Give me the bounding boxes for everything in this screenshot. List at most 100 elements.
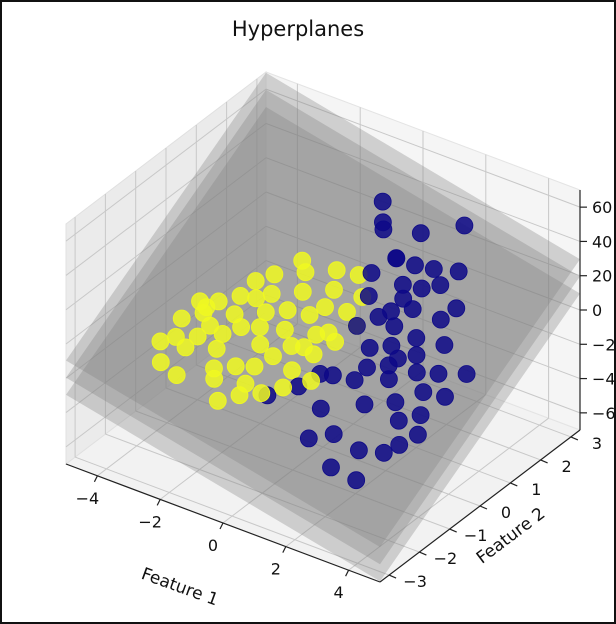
data-point-class-0 (411, 406, 430, 425)
data-point-class-0 (436, 387, 454, 406)
data-point-class-0 (387, 249, 406, 268)
data-point-class-1 (304, 345, 323, 364)
data-point-class-1 (278, 301, 297, 320)
data-point-class-0 (349, 441, 368, 460)
data-point-class-0 (403, 300, 422, 319)
y-tick-label: −3 (403, 572, 427, 591)
data-point-class-0 (455, 216, 474, 235)
data-point-class-0 (407, 329, 426, 347)
y-tick-mark (449, 528, 457, 533)
data-point-class-1 (293, 282, 312, 301)
grid-line-y (135, 410, 450, 530)
data-point-class-1 (302, 371, 321, 390)
data-point-class-1 (265, 265, 284, 284)
data-point-class-1 (262, 284, 281, 303)
data-point-class-0 (345, 371, 364, 390)
data-point-class-1 (167, 366, 186, 385)
data-point-class-0 (457, 365, 476, 383)
y-tick-label: 0 (501, 503, 511, 522)
axes (65, 190, 587, 583)
x-tick-label: −2 (138, 512, 162, 531)
grid-line-y (74, 456, 390, 576)
z-tick-label: 0 (592, 301, 602, 320)
grid-line-z (65, 88, 267, 242)
y-tick-mark (510, 482, 518, 487)
data-point-class-0 (412, 279, 431, 298)
data-point-class-0 (406, 256, 424, 275)
y-tick-mark (388, 574, 397, 579)
data-point-class-0 (374, 443, 393, 462)
z-tick-label: −60 (592, 404, 614, 423)
grid-line-z (65, 123, 267, 276)
data-point-class-1 (250, 318, 269, 337)
data-point-class-0 (431, 276, 450, 295)
data-point-class-0 (358, 358, 376, 377)
data-point-class-0 (424, 260, 443, 278)
data-point-class-0 (390, 435, 409, 454)
y-tick-mark (570, 436, 579, 441)
y-tick-mark (419, 551, 427, 556)
data-point-class-1 (256, 303, 275, 322)
x-tick-label: 0 (208, 536, 218, 555)
grid-line-z (265, 88, 581, 208)
data-point-class-0 (411, 224, 430, 243)
data-point-class-1 (213, 324, 232, 343)
data-point-class-1 (151, 353, 170, 372)
data-point-class-1 (232, 318, 251, 337)
x-tick-mark (345, 569, 350, 577)
x-tick-label: 2 (271, 560, 281, 579)
grid-line-z (65, 225, 267, 379)
data-point-class-0 (414, 383, 433, 402)
data-point-class-0 (322, 458, 340, 477)
chart-title: Hyperplanes (232, 17, 364, 41)
data-point-class-1 (230, 386, 249, 405)
x-tick-label: −4 (76, 489, 100, 508)
data-point-class-1 (264, 347, 282, 366)
data-point-class-0 (347, 471, 366, 490)
data-point-class-1 (296, 263, 315, 282)
data-point-class-1 (207, 339, 226, 358)
grid-line-z (65, 191, 267, 345)
hyperplane (66, 107, 580, 582)
y-tick-mark (479, 505, 488, 510)
data-point-class-1 (283, 361, 301, 380)
data-point-class-1 (252, 384, 271, 403)
data-point-class-0 (299, 429, 318, 448)
data-point-class-0 (407, 346, 426, 365)
data-point-class-1 (326, 332, 345, 351)
grid-line-z (65, 157, 267, 311)
data-point-class-1 (300, 306, 319, 324)
x-tick-label: 4 (334, 583, 344, 602)
data-point-class-1 (275, 320, 294, 339)
data-point-class-0 (311, 399, 330, 418)
data-point-class-1 (231, 286, 250, 305)
data-point-class-0 (447, 299, 466, 318)
data-point-class-0 (429, 364, 448, 383)
data-point-class-0 (385, 317, 404, 336)
data-point-class-0 (379, 370, 398, 389)
y-tick-label: 3 (592, 434, 602, 453)
data-point-class-0 (323, 366, 342, 385)
data-point-class-1 (316, 298, 334, 317)
data-point-class-0 (355, 395, 374, 414)
data-point-class-0 (389, 411, 408, 430)
z-tick-label: −40 (592, 370, 614, 389)
data-point-class-0 (324, 425, 343, 444)
z-tick-label: 20 (592, 267, 612, 286)
data-point-class-0 (435, 336, 454, 354)
y-tick-label: −1 (464, 526, 488, 545)
data-point-class-0 (374, 220, 393, 239)
data-point-class-1 (245, 357, 264, 376)
z-tick-label: 60 (592, 198, 612, 217)
data-point-class-1 (327, 261, 346, 280)
data-point-class-1 (176, 338, 195, 357)
data-point-class-0 (362, 264, 381, 282)
grid-line-z (265, 122, 581, 242)
y-tick-label: 2 (562, 457, 572, 476)
data-point-class-0 (449, 262, 468, 281)
data-point-class-1 (251, 335, 270, 354)
data-point-class-0 (386, 393, 405, 412)
